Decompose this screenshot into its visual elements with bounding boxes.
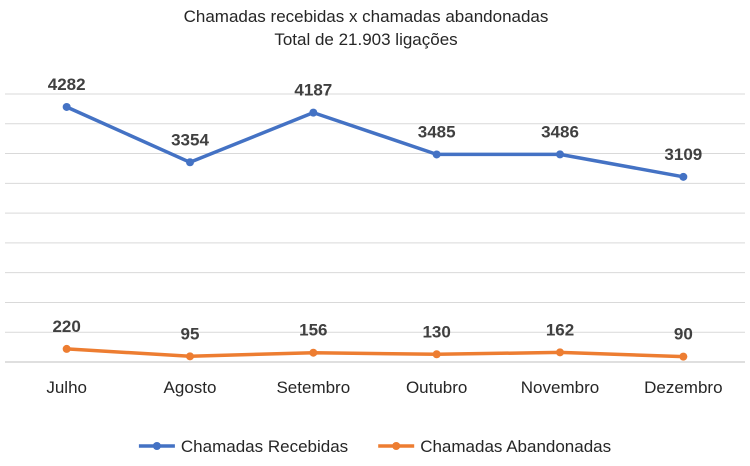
- data-point: [186, 158, 194, 167]
- data-label: 4282: [48, 75, 86, 94]
- data-point: [679, 352, 688, 361]
- data-point: [62, 344, 71, 353]
- gridlines: [5, 93, 745, 333]
- data-point: [556, 348, 564, 357]
- data-label: 3485: [418, 122, 456, 141]
- data-point: [186, 352, 194, 361]
- data-point: [679, 172, 688, 181]
- legend-label: Chamadas Recebidas: [181, 437, 348, 456]
- x-axis-tick-labels: Julho Agosto Setembro Outubro Novembro Dezemb…: [46, 378, 722, 397]
- data-label: 220: [52, 317, 80, 336]
- x-tick-label: Novembro: [521, 378, 599, 397]
- legend-label: Chamadas Abandonadas: [420, 437, 611, 456]
- data-label: 3486: [541, 122, 579, 141]
- series-line: [65, 105, 684, 179]
- data-label: 3109: [664, 145, 702, 164]
- series-layer: 4282 3354 4187 3485 3486 3109 220 95 156 130 162 90: [48, 75, 702, 361]
- x-tick-label: Dezembro: [644, 378, 722, 397]
- chart-subtitle: Total de 21.903 ligações: [274, 30, 457, 49]
- x-tick-label: Julho: [46, 378, 87, 397]
- data-label: 156: [299, 321, 327, 340]
- data-label: 90: [674, 325, 693, 344]
- data-point: [432, 150, 441, 159]
- data-point: [432, 350, 441, 359]
- chart-title: Chamadas recebidas x chamadas abandonada…: [184, 7, 549, 26]
- x-tick-label: Outubro: [406, 378, 467, 397]
- data-point: [309, 348, 318, 357]
- legend-item: Chamadas Recebidas: [138, 437, 348, 456]
- legend-item: Chamadas Abandonadas: [378, 437, 611, 456]
- legend-swatch-marker: [392, 442, 401, 450]
- x-tick-label: Agosto: [164, 378, 217, 397]
- data-label: 95: [181, 324, 200, 343]
- data-point: [62, 102, 71, 111]
- data-point: [309, 108, 318, 117]
- data-label: 4187: [294, 81, 332, 100]
- series: 4282 3354 4187 3485 3486 3109: [48, 75, 702, 181]
- legend-swatch-marker: [152, 442, 161, 450]
- x-tick-label: Setembro: [276, 378, 350, 397]
- series: 220 95 156 130 162 90: [52, 317, 693, 361]
- legend: Chamadas Recebidas Chamadas Abandonadas: [138, 437, 611, 456]
- data-label: 3354: [171, 130, 209, 149]
- data-point: [556, 150, 564, 159]
- data-label: 162: [546, 320, 574, 339]
- series-line: [66, 347, 684, 359]
- data-label: 130: [422, 322, 450, 341]
